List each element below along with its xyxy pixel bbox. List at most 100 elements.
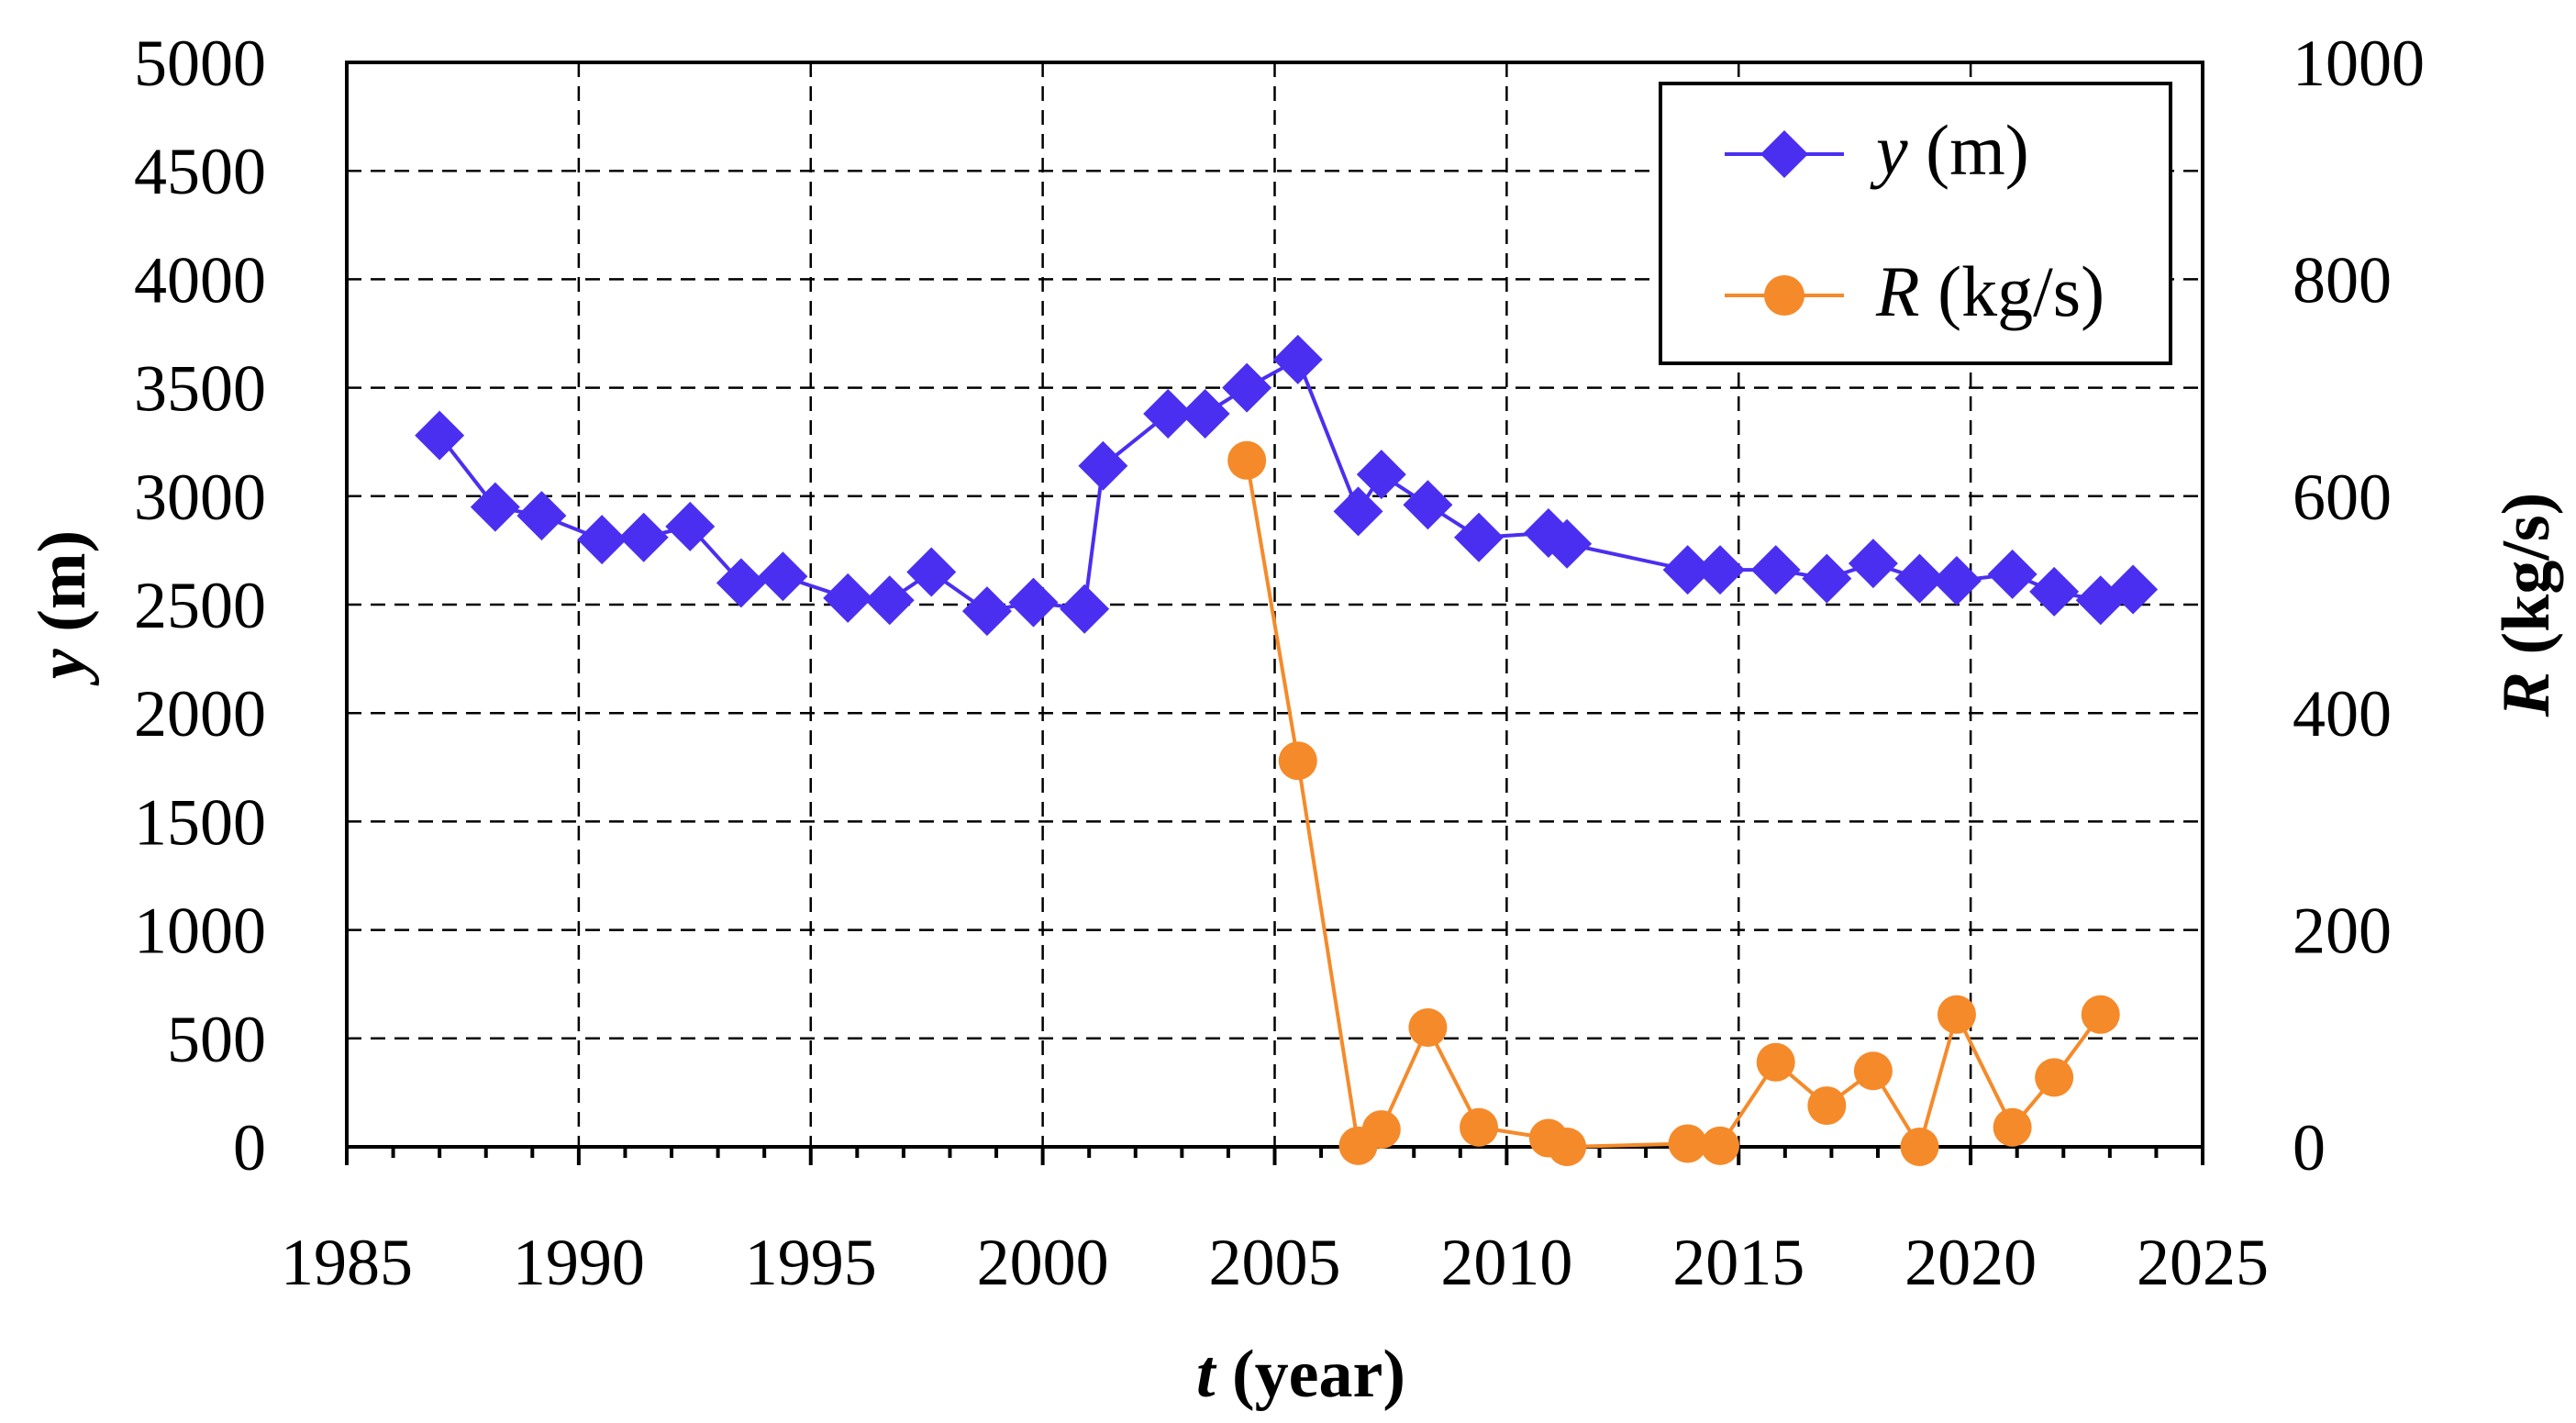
y-axis-left-title-unit: (m) [25,530,100,649]
data-point-y [1143,388,1194,439]
data-point-y [1931,555,1982,606]
data-point-y [2108,564,2159,615]
x-tick-label: 1990 [513,1226,645,1299]
data-point-y [1333,486,1383,537]
x-tick-label: 2000 [977,1226,1109,1299]
y-right-tick-label: 1000 [2293,27,2425,100]
data-point-r [1361,1110,1401,1150]
data-point-y [1272,334,1323,384]
y-left-tick-label: 3500 [134,352,266,426]
data-point-r [1937,995,1976,1034]
legend-label-r-var: R [1875,251,1920,331]
svg-text:y (m): y (m) [25,530,100,686]
data-point-y [1802,553,1852,604]
data-point-r [1668,1124,1707,1163]
y-right-tick-label: 200 [2293,895,2392,968]
y-left-tick-label: 2500 [134,569,266,642]
y-left-tick-label: 500 [167,1003,266,1076]
data-point-y [516,491,567,541]
data-point-y [1662,545,1713,595]
data-point-y [1987,549,2037,599]
x-axis-title-unit: (year) [1216,1337,1405,1412]
data-point-r [1807,1086,1847,1126]
data-point-y [1356,450,1406,500]
data-point-r [2081,995,2120,1034]
data-point-r [1460,1107,1499,1147]
data-point-y [577,515,627,565]
data-point-r [1756,1042,1795,1082]
legend-label-y-var: y [1870,110,1908,190]
data-point-y [665,501,716,551]
plot-frame [345,61,2204,1149]
data-point-r [1548,1128,1587,1166]
legend-label-y-unit: (m) [1908,110,2029,190]
data-point-r [1900,1128,1939,1166]
y-axis-right-title-unit: (kg/s) [2489,493,2564,672]
data-point-y [1078,440,1128,491]
legend-marker-circle [1764,275,1804,316]
series-layer [415,334,2159,1166]
legend-entry-r: R (kg/s) [1725,251,2104,331]
data-point-r [1993,1107,2032,1147]
data-point-y [906,547,957,597]
x-tick-label: 2020 [1904,1226,2037,1299]
data-point-y [1454,512,1505,562]
data-point-y [1750,545,1801,595]
y-left-tick-label: 4000 [134,243,266,317]
y-left-tick-label: 2000 [134,677,266,750]
y-axis-left-title: y (m) [25,530,100,686]
y-left-tick-label: 1500 [134,785,266,859]
y-left-tick-label: 1000 [134,895,266,968]
data-point-y [716,558,766,608]
svg-text:t (year): t (year) [1196,1337,1405,1412]
y-right-tick-label: 800 [2293,243,2392,317]
legend-label-r-unit: (kg/s) [1920,251,2104,331]
y-left-tick-label: 0 [233,1111,266,1184]
legend: y (m) R (kg/s) [1659,82,2172,365]
y-left-tick-label: 4500 [134,135,266,208]
data-point-y [823,573,873,623]
y-right-tick-label: 400 [2293,677,2392,750]
x-tick-label: 1985 [281,1226,413,1299]
y-axis-right-title: R (kg/s) [2489,493,2564,718]
y-right-tick-label: 0 [2293,1111,2326,1184]
x-tick-label: 2025 [2137,1226,2269,1299]
data-point-r [1408,1007,1448,1047]
svg-text:R (kg/s): R (kg/s) [2489,493,2564,718]
svg-text:y (m): y (m) [1870,110,2029,190]
data-point-r [1853,1051,1893,1091]
legend-marker-diamond [1760,130,1808,178]
data-point-r [2035,1058,2074,1097]
data-point-y [1060,584,1110,634]
data-point-y [961,586,1012,637]
y-left-tick-label: 5000 [134,27,266,100]
data-point-y [2029,566,2080,617]
data-point-r [1227,440,1267,480]
x-axis-title: t (year) [1196,1337,1405,1412]
x-tick-label: 2015 [1672,1226,1804,1299]
data-point-y [1894,553,1945,604]
data-point-r [1701,1126,1740,1165]
data-point-y [470,482,520,532]
legend-entry-y: y (m) [1725,110,2029,190]
data-point-y [758,551,808,602]
data-point-y [415,410,465,461]
data-point-y [864,575,915,626]
data-point-y [1695,545,1746,595]
x-tick-label: 2005 [1209,1226,1341,1299]
legend-box [1659,82,2172,365]
data-point-y [618,512,669,562]
y-axis-right-title-var: R [2489,672,2564,717]
data-point-y [1542,518,1593,569]
data-point-y [1180,388,1230,439]
y-left-tick-label: 3000 [134,461,266,534]
data-point-y [1403,480,1453,530]
data-point-y [1008,577,1059,628]
data-point-y [1848,539,1898,589]
x-tick-label: 1995 [745,1226,877,1299]
data-point-y [1222,362,1272,413]
data-point-r [1278,741,1317,781]
x-axis-title-var: t [1196,1337,1217,1412]
svg-text:R (kg/s): R (kg/s) [1875,251,2104,331]
